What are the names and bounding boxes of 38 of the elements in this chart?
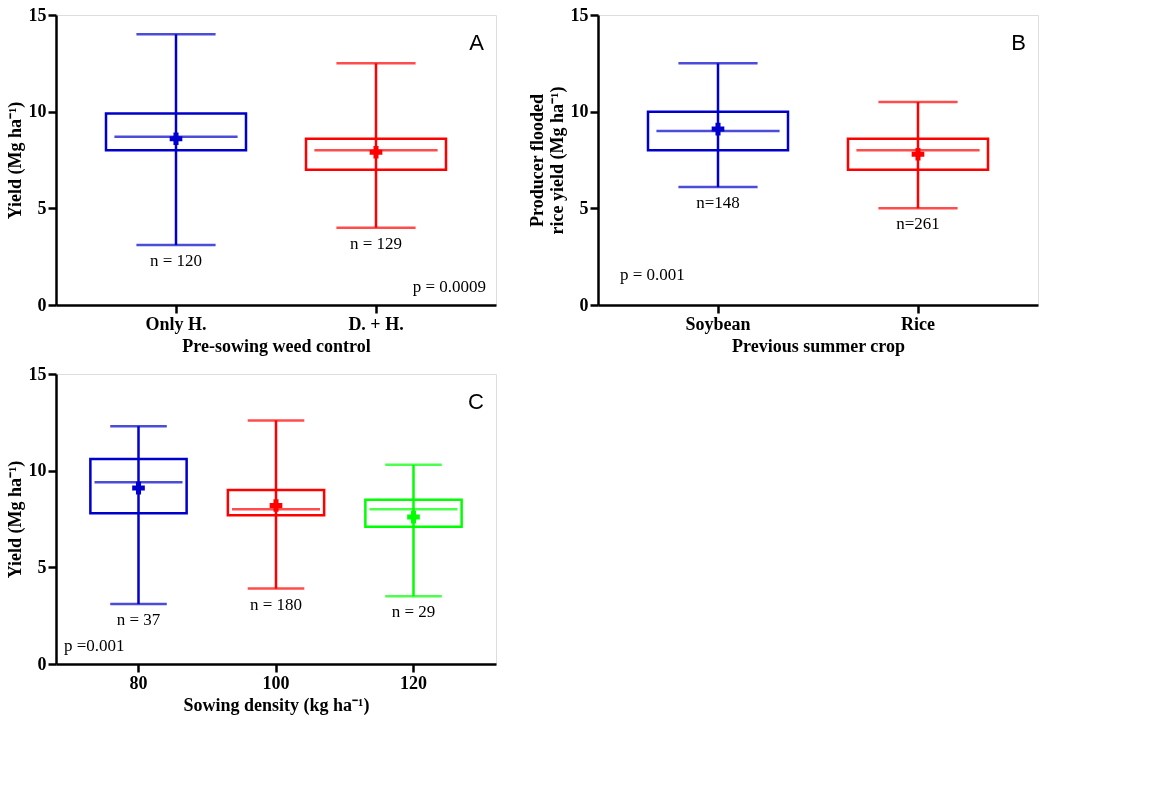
y-tick-label: 10 xyxy=(28,460,47,481)
annotation: p =0.001 xyxy=(64,636,125,655)
x-tick-label: Rice xyxy=(901,313,935,334)
x-tick-label: 100 xyxy=(262,672,290,693)
x-tick-label: D. + H. xyxy=(348,313,404,334)
y-axis-title: Yield (Mg ha⁻¹) xyxy=(4,460,26,579)
annotation: n = 180 xyxy=(249,594,303,614)
x-tick-label: Only H. xyxy=(145,313,207,334)
annotation: A xyxy=(469,30,485,55)
annotation: p = 0.0009 xyxy=(412,277,486,296)
y-axis-title: Producer flooded rice yield (Mg ha⁻¹) xyxy=(526,86,568,235)
annotation: n = 120 xyxy=(149,251,203,271)
y-tick-label: 5 xyxy=(37,197,47,218)
y-tick-label: 0 xyxy=(579,294,589,315)
y-axis-title: Yield (Mg ha⁻¹) xyxy=(4,101,26,220)
x-axis-title: Pre-sowing weed control xyxy=(182,335,371,356)
annotation: n = 29 xyxy=(391,602,436,622)
x-tick-label: 80 xyxy=(129,672,148,693)
annotation: n = 37 xyxy=(116,610,161,630)
x-tick-label: 120 xyxy=(400,672,427,693)
y-tick-label: 10 xyxy=(28,101,47,122)
annotation: n=261 xyxy=(896,214,940,234)
x-tick-label: Soybean xyxy=(685,313,751,334)
y-tick-label: 0 xyxy=(37,294,47,315)
y-tick-label: 15 xyxy=(570,4,589,25)
x-axis-title: Previous summer crop xyxy=(732,335,905,356)
x-axis-title: Sowing density (kg ha⁻¹) xyxy=(183,694,370,716)
y-tick-label: 0 xyxy=(37,653,47,674)
annotation: p = 0.001 xyxy=(620,265,685,284)
y-tick-label: 5 xyxy=(579,197,589,218)
y-tick-label: 5 xyxy=(37,556,47,577)
y-tick-label: 15 xyxy=(28,363,47,384)
annotation: n=148 xyxy=(696,193,740,213)
y-tick-label: 10 xyxy=(570,101,589,122)
annotation: C xyxy=(468,389,485,414)
annotation: B xyxy=(1011,30,1026,55)
y-tick-label: 15 xyxy=(28,4,47,25)
annotation: n = 129 xyxy=(349,233,403,253)
